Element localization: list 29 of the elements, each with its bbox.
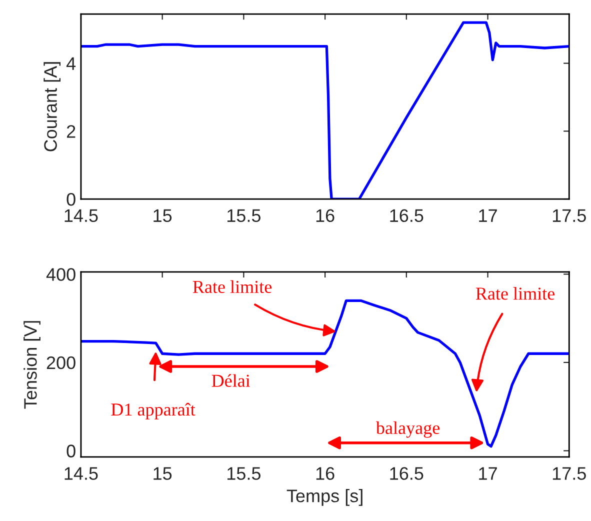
x-tick-label: 14.5 <box>64 467 98 480</box>
x-tick-label: 15.5 <box>227 467 261 480</box>
x-tick-label: 17.5 <box>552 467 586 480</box>
x-tick-label: 14.5 <box>64 209 98 222</box>
x-tick-label: 17 <box>479 467 497 480</box>
x-tick-label: 16.5 <box>390 209 424 222</box>
annotation: Rate limite <box>192 280 272 294</box>
x-tick-label: 15 <box>154 467 172 480</box>
y-tick-label: 400 <box>46 268 76 281</box>
x-tick-label: 17.5 <box>552 209 586 222</box>
y-tick-label: 2 <box>66 125 76 138</box>
line-series <box>80 299 570 448</box>
annotation: Rate limite <box>476 287 555 300</box>
y-tick-label: 200 <box>46 356 76 370</box>
y-tick-label: 0 <box>66 192 76 206</box>
y-axis-title: Courant [A] <box>44 62 61 152</box>
y-tick-label: 4 <box>66 57 76 70</box>
y-axis-title: Tension [V] <box>24 321 40 409</box>
annotation: Délai <box>212 374 250 387</box>
x-tick-label: 15 <box>154 209 172 222</box>
y-tick-label: 0 <box>66 444 76 458</box>
x-tick-label: 17 <box>479 209 497 222</box>
x-tick-label: 15.5 <box>227 209 261 222</box>
x-tick-label: 16.5 <box>390 467 424 480</box>
annotation: balayage <box>376 421 440 438</box>
annotation: D1 apparaît <box>111 402 196 420</box>
x-axis-title: Temps [s] <box>286 489 362 506</box>
x-tick-label: 16 <box>316 467 334 480</box>
x-tick-label: 16 <box>316 209 334 222</box>
